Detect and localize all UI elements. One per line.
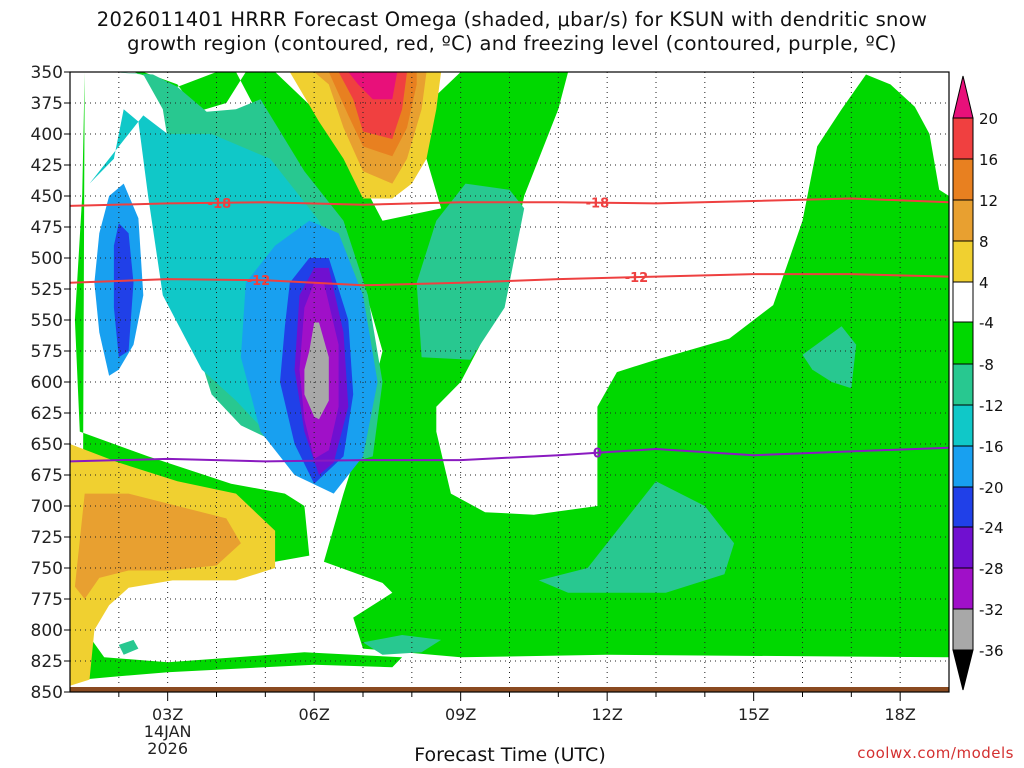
y-tick-label: 400 [31,125,63,145]
y-tick-label: 375 [31,94,63,114]
x-year-label: 2026 [147,739,188,758]
colorbar: 20 16 12 8 4 -4 -8 -12 -16 -20 -24 -28 -32 -36 [952,75,1004,691]
x-date-label: 14JAN [144,722,192,741]
colorbar-segment [952,281,974,323]
colorbar-label: 16 [979,151,998,169]
y-tick-label: 450 [31,187,63,207]
axes: 350 375 400 425 450 475 500 525 550 575 600 625 650 6… [31,63,950,758]
colorbar-label: -20 [979,479,1004,497]
omega-region-teal-right-low [538,481,735,593]
colorbar-top-arrow [952,75,974,119]
y-tick-label: 625 [31,404,63,424]
omega-shading [70,72,949,686]
y-tick-label: 425 [31,156,63,176]
y-tick-label: 600 [31,373,63,393]
omega-region-weak-ascent-main [74,72,949,680]
y-tick-label: 525 [31,280,63,300]
omega-region-teal-right-column [416,183,525,360]
colorbar-label: 8 [979,233,989,251]
colorbar-label: 20 [979,110,998,128]
colorbar-label: -28 [979,560,1004,578]
y-tick-label: 500 [31,249,63,269]
y-tick-label: 825 [31,652,63,672]
colorbar-segment [952,486,974,528]
omega-region-gray-core [304,322,329,420]
source-credit: coolwx.com/models [857,744,1014,762]
omega-region-teal-bottom-left [118,639,139,655]
y-tick-label: 850 [31,683,63,703]
chart-title-line-2: growth region (contoured, red, ºC) and f… [127,32,897,55]
colorbar-segment [952,240,974,283]
contour-label--18: -18 [586,197,610,212]
contour-0 [70,446,949,463]
contour-label-0: 0 [593,447,602,462]
y-tick-label: 725 [31,528,63,548]
x-tick-label: 15Z [738,705,769,724]
colorbar-segment [952,363,974,406]
y-tick-label: 350 [31,63,63,83]
y-tick-label: 675 [31,466,63,486]
colorbar-label: -24 [979,519,1004,537]
omega-region-teal-bottom [363,635,442,655]
grid [70,72,949,692]
colorbar-segment [952,117,974,160]
colorbar-label: -4 [979,314,994,332]
omega-region-blue-dark-left [113,223,134,358]
omega-region-positive-bottom-mid [74,493,241,599]
colorbar-bottom-arrow [952,649,974,691]
colorbar-segment [952,321,974,365]
colorbar-label: -32 [979,601,1004,619]
y-tick-label: 475 [31,218,63,238]
omega-region-teal-far-right [802,326,857,389]
contour-lines: -18 -18 -12 -12 0 [70,197,949,463]
colorbar-segment [952,199,974,242]
colorbar-label: -8 [979,356,994,374]
colorbar-segment [952,526,974,569]
y-tick-label: 650 [31,435,63,455]
x-tick-label: 12Z [592,705,623,724]
y-tick-label: 550 [31,311,63,331]
y-tick-label: 800 [31,621,63,641]
colorbar-label: 12 [979,192,998,210]
x-tick-label: 09Z [445,705,476,724]
contour-label--12: -12 [625,271,649,286]
y-tick-label: 700 [31,497,63,517]
colorbar-label: -12 [979,397,1004,415]
contour--18 [70,197,949,207]
colorbar-segment [952,608,974,651]
omega-region-positive-top-20 [348,72,398,100]
x-tick-label: 06Z [299,705,330,724]
colorbar-label: -36 [979,642,1004,660]
chart-title-line-1: 2026011401 HRRR Forecast Omega (shaded, … [96,8,928,31]
y-tick-label: 575 [31,342,63,362]
colorbar-segment [952,445,974,488]
colorbar-segment [952,567,974,610]
x-tick-label: 18Z [885,705,916,724]
contour--12 [70,273,949,287]
contour-label--18: -18 [208,197,232,212]
y-tick-label: 775 [31,590,63,610]
ground-strip [70,687,949,692]
contour-label--12: -12 [247,274,271,289]
x-tick-label: 03Z [152,705,183,724]
colorbar-label: 4 [979,274,989,292]
colorbar-label: -16 [979,438,1004,456]
colorbar-segment [952,404,974,447]
y-tick-label: 750 [31,559,63,579]
x-axis-label: Forecast Time (UTC) [414,744,606,766]
colorbar-segment [952,158,974,201]
